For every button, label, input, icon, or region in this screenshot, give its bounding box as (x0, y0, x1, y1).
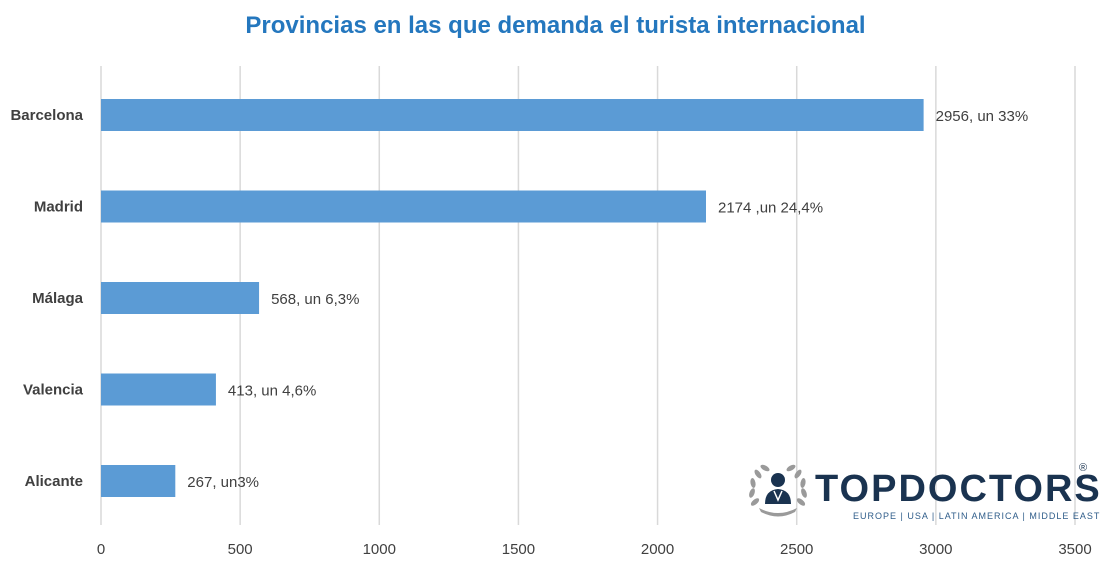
bar-valencia (101, 373, 216, 406)
data-label: 2174 ,un 24,4% (718, 200, 823, 217)
chart-title: Provincias en las que demanda el turista… (245, 12, 866, 39)
logo-wordmark: TOPDOCTORS (815, 468, 1102, 510)
bar-madrid (101, 190, 706, 223)
x-tick-label: 0 (97, 541, 105, 558)
data-label: 2956, un 33% (936, 108, 1029, 125)
category-label: Alicante (25, 473, 83, 490)
data-label: 568, un 6,3% (271, 291, 359, 308)
category-labels: Barcelona Madrid Málaga Valencia Alicante (10, 107, 83, 490)
x-tick-label: 1500 (502, 541, 535, 558)
x-tick-label: 2000 (641, 541, 674, 558)
logo-tagline: EUROPE | USA | LATIN AMERICA | MIDDLE EA… (853, 511, 1101, 521)
bar-alicante (101, 465, 176, 497)
doctor-laurel-icon (749, 464, 807, 517)
x-tick-labels: 0 500 1000 1500 2000 2500 3000 3500 (97, 541, 1092, 558)
registered-mark: ® (1079, 462, 1088, 474)
bar-barcelona (101, 99, 924, 131)
x-tick-label: 2500 (780, 541, 813, 558)
category-label: Madrid (34, 199, 83, 216)
x-tick-label: 500 (228, 541, 253, 558)
category-label: Málaga (32, 290, 84, 307)
bar-málaga (101, 282, 260, 314)
x-tick-label: 1000 (363, 541, 396, 558)
data-label: 267, un3% (187, 474, 259, 491)
bars (101, 99, 924, 497)
x-tick-label: 3500 (1058, 541, 1091, 558)
x-tick-label: 3000 (919, 541, 952, 558)
category-label: Valencia (23, 382, 84, 399)
data-labels: 2956, un 33% 2174 ,un 24,4% 568, un 6,3% 41… (187, 108, 1028, 491)
category-label: Barcelona (10, 107, 83, 124)
data-label: 413, un 4,6% (228, 383, 316, 400)
topdoctors-logo: TOPDOCTORS ® EUROPE | USA | LATIN AMERIC… (745, 458, 1100, 524)
